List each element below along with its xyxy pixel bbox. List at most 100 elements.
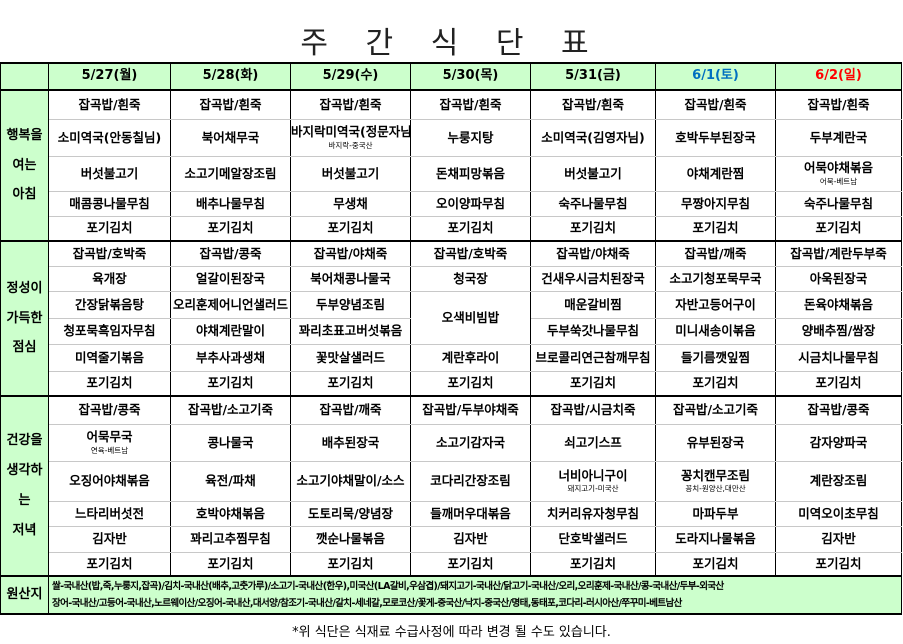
- menu-item: 잡곡밥/콩죽: [807, 402, 870, 418]
- menu-cell: 잡곡밥/흰죽: [655, 89, 776, 120]
- menu-cell: 포기김치: [655, 551, 776, 577]
- menu-item: 배추나물무침: [195, 195, 265, 211]
- menu-item: 배추된장국: [321, 434, 380, 450]
- menu-cell: 숙주나물무침: [530, 190, 656, 217]
- menu-item: 호박야채볶음: [195, 505, 265, 521]
- menu-cell: 호박두부된장국: [655, 118, 776, 157]
- menu-item: 아욱된장국: [809, 270, 868, 286]
- menu-item: 도토리묵/양념장: [307, 505, 394, 521]
- menu-item: 잡곡밥/흰죽: [684, 96, 747, 112]
- menu-item: 도라지나물볶음: [675, 531, 756, 547]
- menu-item: 어묵무국: [86, 429, 133, 444]
- meal-label: 건강을 생각하는 저녁: [0, 395, 49, 577]
- menu-cell: 계란장조림: [775, 460, 902, 502]
- menu-cell: 도토리묵/양념장: [290, 500, 411, 527]
- weekly-menu-table: 5/27(월) 5/28(화) 5/29(수) 5/30(목) 5/31(금) 6/1(토…: [0, 62, 902, 615]
- menu-cell: 잡곡밥/소고기죽: [170, 395, 291, 425]
- menu-cell: 계란후라이: [410, 343, 531, 372]
- menu-item: 포기김치: [815, 375, 862, 391]
- menu-cell: 잡곡밥/소고기죽: [655, 395, 776, 425]
- menu-cell: 육개장: [48, 265, 171, 292]
- menu-cell: 오징어야채볶음: [48, 460, 171, 502]
- menu-item: 두부쑥갓나물무침: [546, 323, 639, 339]
- menu-item: 포기김치: [327, 555, 374, 571]
- menu-cell: 유부된장국: [655, 423, 776, 462]
- menu-cell: 김자반: [410, 525, 531, 553]
- menu-cell: 꽈리고추찜무침: [170, 525, 291, 553]
- menu-cell: 숙주나물무침: [775, 190, 902, 217]
- menu-item: 느타리버섯전: [74, 505, 144, 521]
- origin-line-1: 쌀-국내산(밥,죽,누룽지,잡곡)/김치-국내산(배추,고춧가루)/소고기-국내…: [52, 581, 724, 592]
- menu-item: 깻순나물볶음: [315, 531, 385, 547]
- menu-item: 잡곡밥/소고기죽: [672, 402, 759, 418]
- meal-label-line: 정성이: [6, 280, 43, 296]
- menu-cell: 쇠고기스프: [530, 423, 656, 462]
- menu-cell: 배추나물무침: [170, 190, 291, 217]
- menu-cell: 잡곡밥/야채죽: [290, 240, 411, 267]
- menu-cell: 포기김치: [170, 551, 291, 577]
- meal-label-line: 건강을: [6, 433, 43, 449]
- meal-label-line: 행복을: [6, 127, 43, 143]
- meal-label-line: 여는: [12, 157, 37, 173]
- menu-cell: 소고기청포묵무국: [655, 265, 776, 292]
- menu-item: 누룽지탕: [447, 129, 494, 145]
- menu-cell: 돈채피망볶음: [410, 155, 531, 192]
- menu-cell: 소고기야채말이/소스: [290, 460, 411, 502]
- menu-cell: 꽁치캔무조림 꽁치-원양산,대만산: [655, 460, 776, 502]
- menu-cell: 소고기메알장조림: [170, 155, 291, 192]
- menu-item: 콩나물국: [207, 434, 254, 450]
- menu-cell: 소미역국(안동칠님): [48, 118, 171, 157]
- menu-item: 육개장: [92, 270, 127, 286]
- footer-note: *위 식단은 식재료 수급사정에 따라 변경 될 수도 있습니다.: [292, 625, 611, 640]
- menu-item: 들깨머우대볶음: [430, 505, 511, 521]
- menu-item: 두부계란국: [809, 129, 868, 145]
- menu-item: 포기김치: [327, 220, 374, 236]
- menu-cell: 버섯불고기: [48, 155, 171, 192]
- origin-label: 원산지: [0, 575, 49, 615]
- date-header-1: 5/28(화): [170, 62, 291, 91]
- menu-cell: 포기김치: [530, 370, 656, 397]
- menu-item: 포기김치: [569, 220, 616, 236]
- menu-cell: 깻순나물볶음: [290, 525, 411, 553]
- menu-item: 포기김치: [569, 555, 616, 571]
- menu-cell: 돈육야채볶음: [775, 290, 902, 319]
- menu-cell: 포기김치: [290, 551, 411, 577]
- menu-item: 건새우시금치된장국: [541, 270, 645, 286]
- menu-item: 마파두부: [692, 505, 739, 521]
- menu-cell: 배추된장국: [290, 423, 411, 462]
- menu-row: 소미역국(안동칠님) 북어채무국 바지락미역국(정문자님) 바지락-중국산 누룽지탕 소미…: [1, 118, 902, 157]
- menu-item: 포기김치: [207, 220, 254, 236]
- menu-item: 자반고등어구이: [675, 296, 756, 312]
- menu-row: 오징어야채볶음 육전/파채 소고기야채말이/소스 코다리간장조림 너비아니구이 돼지고기-…: [1, 460, 902, 502]
- menu-item: 꽈리고추찜무침: [190, 531, 271, 547]
- menu-item: 잡곡밥/흰죽: [319, 96, 382, 112]
- menu-item: 잡곡밥/흰죽: [561, 96, 625, 112]
- date-header-6: 6/2(일): [775, 62, 902, 91]
- menu-row: 어묵무국 연육-베트남 콩나물국 배추된장국 소고기감자국 쇠고기스프 유부된장국 감자양파국: [1, 423, 902, 462]
- menu-cell: 미니새송이볶음: [655, 317, 776, 345]
- menu-cell: 양배추찜/쌈장: [775, 317, 902, 345]
- menu-cell: 청국장: [410, 265, 531, 292]
- menu-cell: 두부양념조림: [290, 290, 411, 319]
- menu-cell: 육전/파채: [170, 460, 291, 502]
- menu-cell: 잡곡밥/콩죽: [775, 395, 902, 425]
- menu-item: 오색비빔밥: [441, 309, 500, 325]
- menu-item: 숙주나물무침: [558, 195, 628, 211]
- menu-cell: 포기김치: [48, 215, 171, 242]
- menu-item: 꽈리초표고버섯볶음: [298, 323, 403, 339]
- corner-cell: [0, 62, 49, 91]
- menu-item: 얼갈이된장국: [195, 270, 265, 286]
- menu-cell: 야채계란찜: [655, 155, 776, 192]
- menu-cell: 소고기감자국: [410, 423, 531, 462]
- menu-cell: 포기김치: [410, 215, 531, 242]
- origin-note: 돼지고기-미국산: [567, 484, 619, 494]
- menu-item: 오리훈제어니언샐러드: [172, 296, 288, 312]
- menu-cell: 간장닭볶음탕: [48, 290, 171, 319]
- menu-cell: 오색비빔밥: [410, 290, 531, 345]
- menu-item: 김자반: [92, 531, 127, 547]
- menu-cell: 들깨머우대볶음: [410, 500, 531, 527]
- menu-item: 쇠고기스프: [564, 434, 622, 450]
- menu-item: 호박두부된장국: [675, 129, 756, 145]
- menu-item: 너비아니구이: [558, 467, 628, 483]
- menu-item: 어묵야채볶음: [803, 160, 873, 175]
